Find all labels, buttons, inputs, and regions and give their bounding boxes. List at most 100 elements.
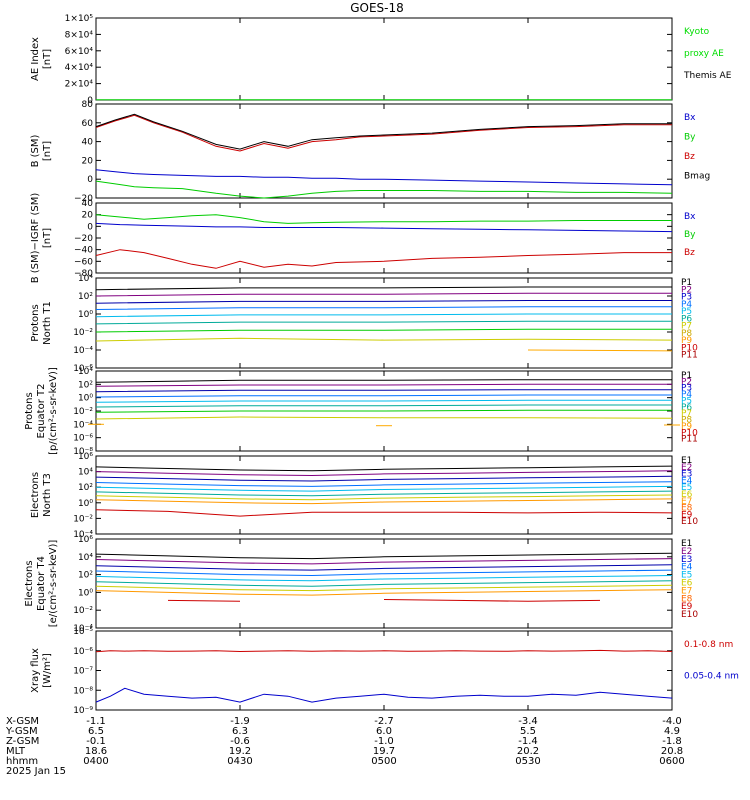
series-line-e9 [383, 599, 601, 602]
y-tick-label: −20 [74, 234, 93, 244]
series-line-e2 [95, 558, 673, 565]
y-axis-label: Electrons [24, 560, 35, 606]
y-tick-label: 10⁻⁸ [73, 686, 93, 696]
ephem-row-label: X-GSM [6, 716, 39, 727]
ephem-value: 0600 [659, 756, 684, 767]
legend-p6: P6 [681, 314, 692, 324]
legend-p6: P6 [681, 403, 692, 413]
series-line-e8 [95, 589, 673, 596]
y-axis-label: Protons [24, 392, 35, 429]
y-tick-label: 40 [82, 138, 94, 148]
ephem-row-label: Y-GSM [5, 726, 38, 737]
legend-e8: E8 [681, 504, 693, 514]
legend-kyoto: Kyoto [684, 27, 710, 37]
y-tick-label: 60 [82, 119, 94, 129]
ephem-row-label: MLT [6, 746, 26, 757]
y-tick-label: 6×10⁴ [65, 47, 94, 57]
legend-e3: E3 [681, 555, 692, 565]
legend-e7: E7 [681, 586, 692, 596]
y-tick-label: 80 [82, 100, 94, 110]
y-tick-label: 0 [87, 222, 93, 232]
series-line-p6 [95, 404, 672, 408]
ephem-value: -1.0 [374, 736, 394, 747]
legend-p8: P8 [681, 329, 692, 339]
legend-themis-ae: Themis AE [683, 71, 732, 81]
figure-title: GOES-18 [350, 1, 404, 15]
ephem-value: -0.1 [86, 736, 106, 747]
legend-e6: E6 [681, 579, 693, 589]
ephem-value: 20.8 [661, 746, 683, 757]
ephem-value: 0430 [227, 756, 252, 767]
legend-e9: E9 [681, 602, 693, 612]
ephem-value: -1.4 [518, 736, 538, 747]
y-tick-label: 10⁻⁶ [73, 434, 93, 444]
legend-proxy-ae: proxy AE [684, 49, 724, 59]
y-axis-label: AE Index [30, 37, 41, 81]
y-tick-label: 2×10⁴ [65, 80, 94, 90]
legend-e4: E4 [681, 563, 693, 573]
y-axis-label: [W/m²] [42, 653, 53, 688]
legend-p3: P3 [681, 384, 692, 394]
y-tick-label: 10⁻² [73, 407, 93, 417]
y-tick-label: −40 [74, 246, 93, 256]
series-line-e1 [95, 465, 673, 472]
legend-e7: E7 [681, 497, 692, 507]
y-tick-label: 10⁻⁴ [73, 346, 93, 356]
series-line-e6 [95, 580, 673, 587]
legend-p11: P11 [681, 351, 698, 361]
ephem-value: 4.9 [664, 726, 680, 737]
y-tick-label: 10² [78, 483, 93, 493]
panel-xray-flux: 10⁻⁹ 10⁻⁸ 10⁻⁷ 10⁻⁶ 10⁻⁵ Xray flux [W/m²] 0.1-0… [30, 627, 739, 716]
legend-by: By [684, 230, 696, 240]
legend-p1: P1 [681, 278, 692, 288]
ephem-value: -0.6 [230, 736, 250, 747]
y-axis-label: [nT] [42, 49, 53, 69]
legend-p2: P2 [681, 377, 692, 387]
series-line-p7 [95, 409, 672, 413]
panel-b-sm: −20 0 20 40 60 80 B (SM) [nT] Bx By Bz Bmag [30, 100, 710, 204]
y-axis-label: Equator T4 [36, 556, 47, 611]
ephemeris-table: X-GSM -1.1 -1.9 -2.7 -3.4 -4.0 Y-GSM 6.5 6.3 6.0 5… [5, 716, 685, 777]
y-tick-label: 10⁶ [78, 452, 93, 462]
y-axis-label: B (SM)−IGRF (SM) [30, 193, 41, 284]
series-line-p3 [95, 389, 672, 393]
series-line-e6 [95, 490, 673, 497]
y-tick-label: 10⁴ [78, 468, 93, 478]
ephem-row-label: Z-GSM [6, 736, 39, 747]
ephem-value: 19.7 [373, 746, 395, 757]
series-line-p2 [95, 292, 672, 297]
panel-protons-north-t1: 10⁻⁶ 10⁻⁴ 10⁻² 10⁰ 10² 10⁴ Protons North T1 P1P2… [30, 274, 698, 374]
series-line-0-05-0-4-nm [95, 687, 673, 703]
series-line-bx [95, 169, 673, 186]
series-line-e3 [95, 564, 673, 571]
series-line-e4 [95, 569, 673, 577]
legend-p3: P3 [681, 293, 692, 303]
legend-e4: E4 [681, 476, 693, 486]
legend-e5: E5 [681, 483, 692, 493]
y-tick-label: 10⁰ [78, 588, 93, 598]
series-line-e9 [167, 599, 241, 602]
y-tick-label: 10⁻² [73, 606, 93, 616]
series-line-p8 [95, 337, 673, 342]
ephem-value: -4.0 [662, 716, 682, 727]
ephem-value: 6.5 [88, 726, 104, 737]
series-line-e7 [95, 494, 673, 501]
y-tick-label: 10⁻⁹ [73, 706, 93, 716]
panel-frame [95, 202, 673, 274]
y-axis-label: North T3 [42, 473, 53, 517]
y-axis-label: Electrons [30, 472, 41, 518]
legend-e2: E2 [681, 547, 692, 557]
legend-bx: Bx [684, 113, 696, 123]
y-tick-label: 0 [87, 96, 93, 106]
ephem-value: 0530 [515, 756, 540, 767]
legend-e6: E6 [681, 490, 693, 500]
legend-bz: Bz [684, 248, 695, 258]
panel-frame [95, 630, 673, 711]
series-line-bz [95, 114, 672, 152]
legend-p1: P1 [681, 371, 692, 381]
y-axis-label: Protons [30, 304, 41, 341]
ephem-value: 5.5 [520, 726, 536, 737]
ephem-value: 20.2 [517, 746, 539, 757]
